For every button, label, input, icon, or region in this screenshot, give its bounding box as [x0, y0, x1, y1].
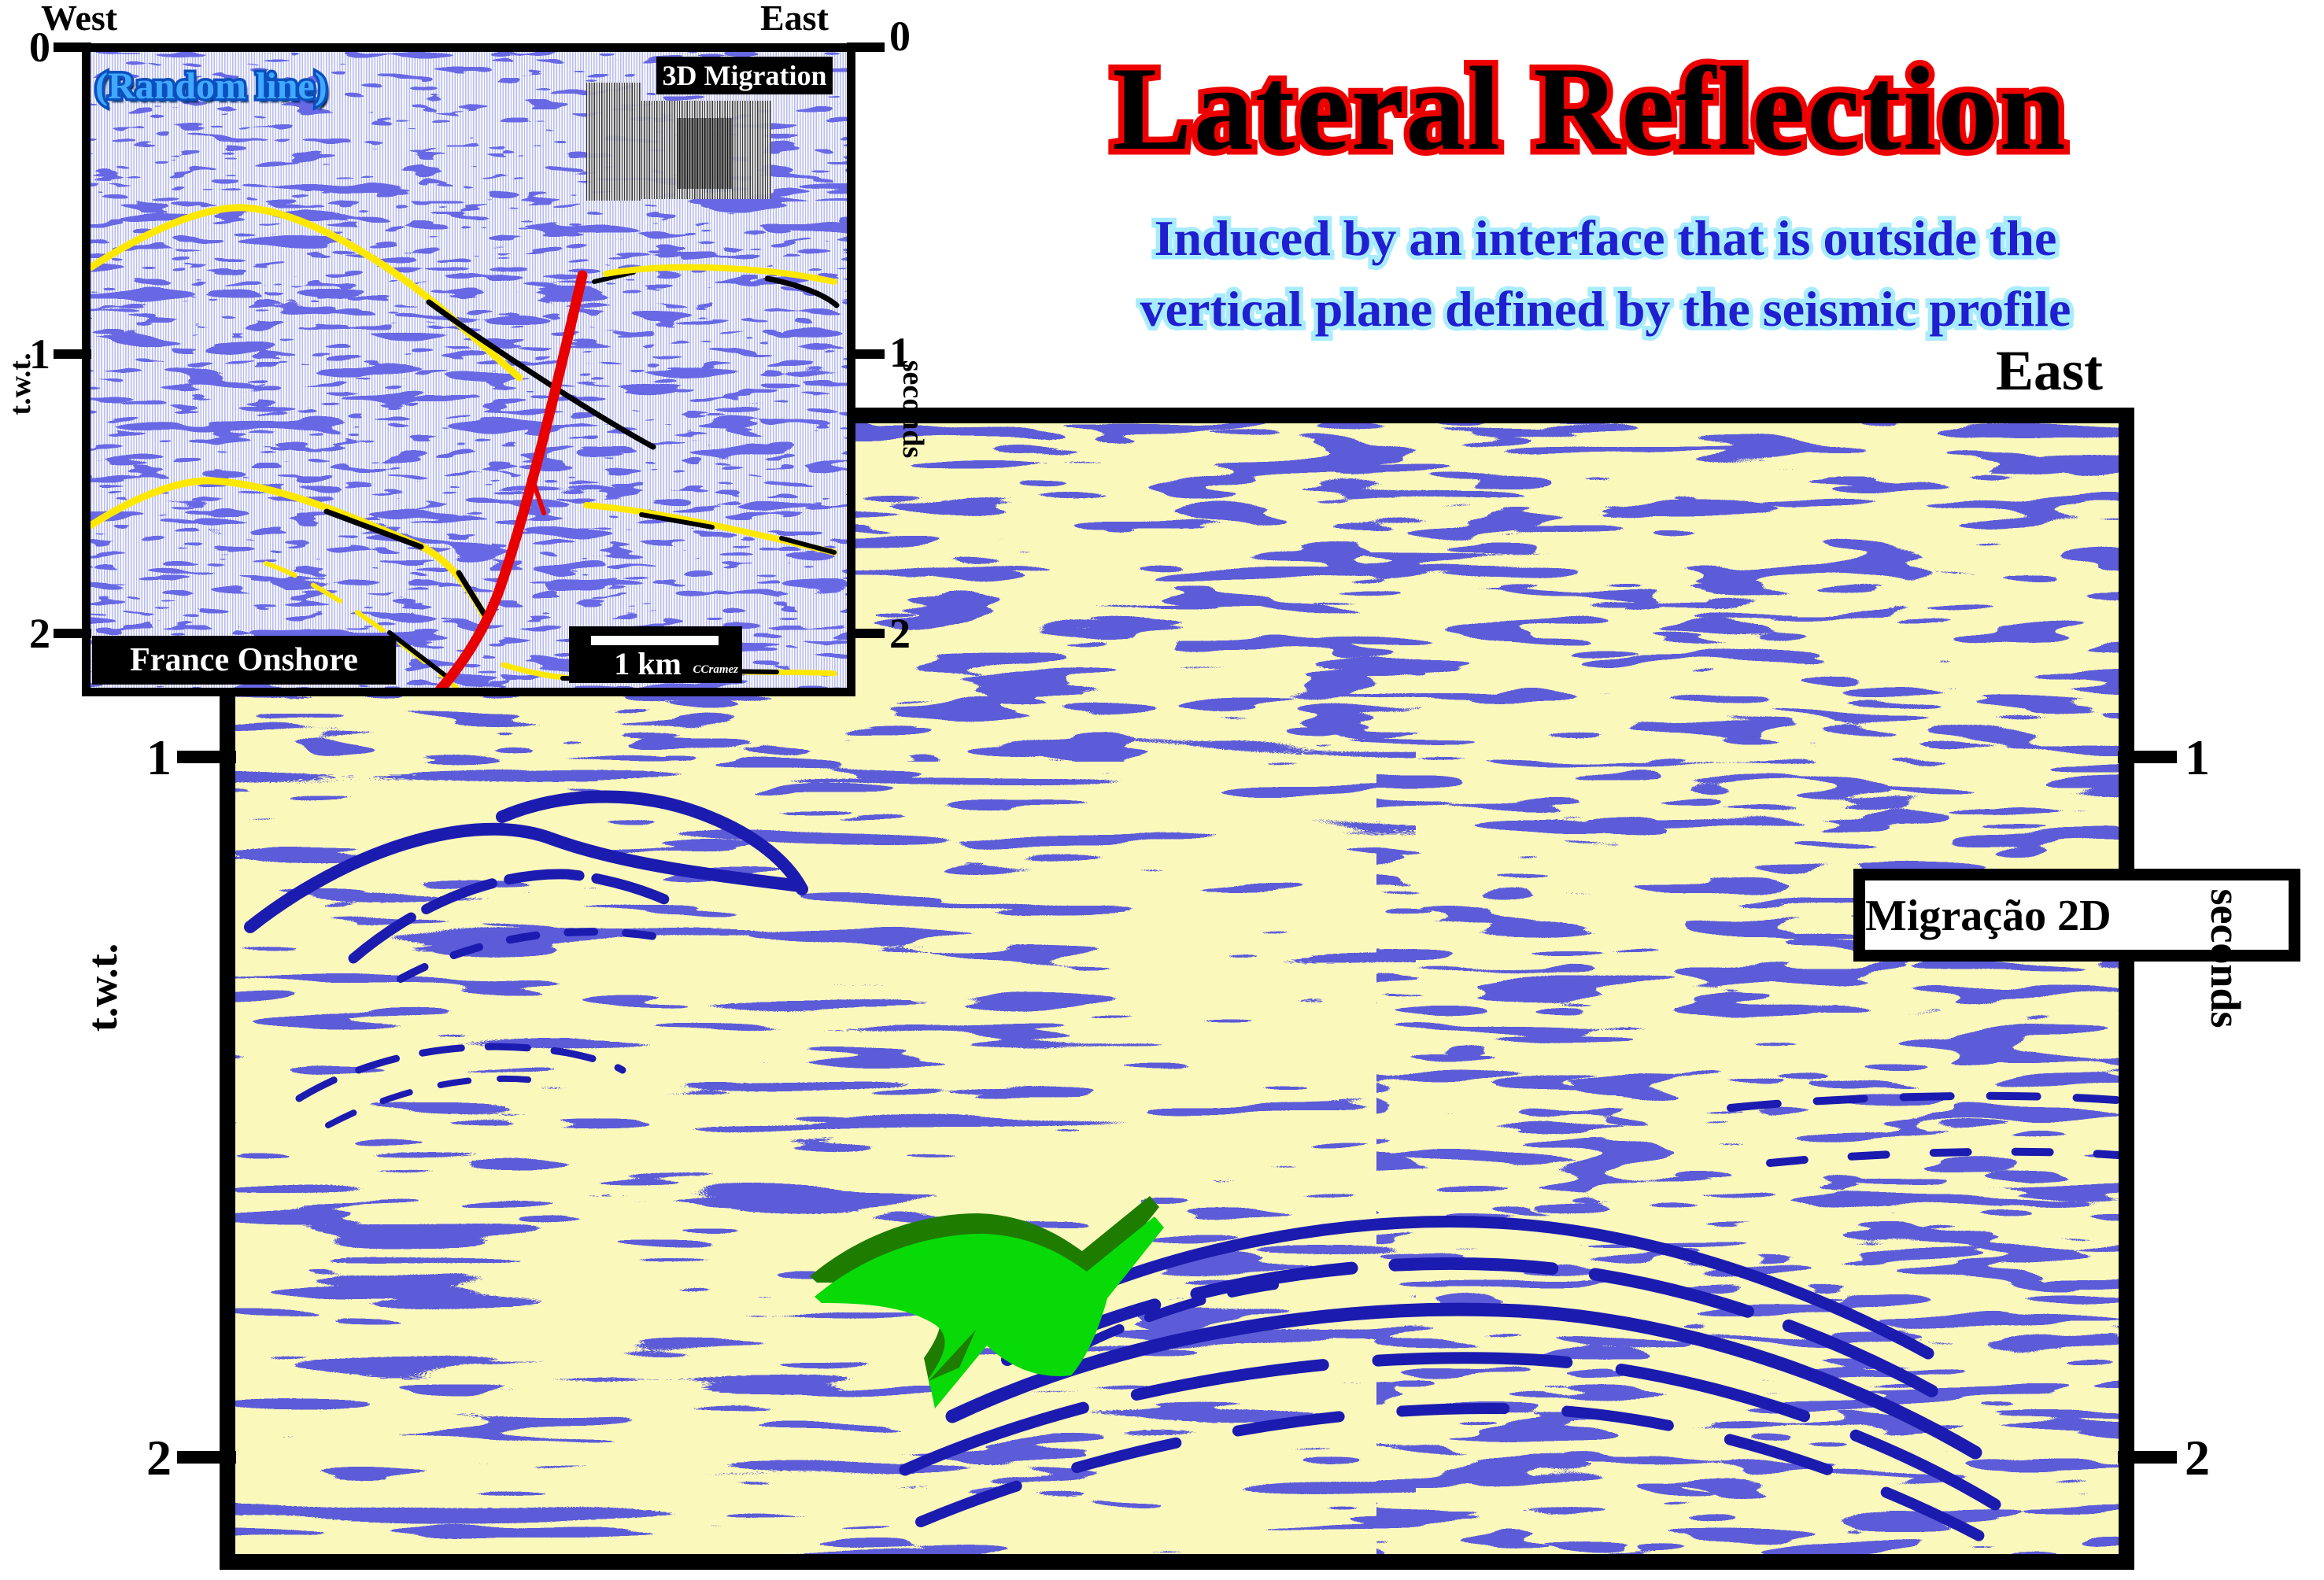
inset-twt-axis-label: t.w.t. [4, 353, 37, 415]
inset-right-tick-1 [847, 349, 885, 359]
inset-right-tick-label-1: 1 [889, 329, 911, 376]
inset-left-tick-2 [54, 629, 91, 638]
main-left-tick-1 [177, 751, 236, 763]
inset-east-label: East [760, 0, 829, 38]
main-seconds-axis-label: seconds [2202, 888, 2249, 1028]
lateral-reflection-arrow [810, 1196, 1164, 1408]
inset-right-tick-label-0: 0 [889, 13, 911, 60]
inset-left-tick-1 [54, 349, 91, 359]
inset-right-tick-2 [847, 629, 885, 638]
main-left-tick-label-1: 1 [146, 729, 172, 785]
inset-left-tick-label-2: 2 [29, 610, 50, 657]
inset-right-tick-label-2: 2 [889, 610, 911, 657]
main-east-label: East [1996, 339, 2104, 402]
migration-3d-label: 3D Migration [662, 60, 827, 91]
inset-location-label: France Onshore [130, 642, 358, 678]
fault-throw-arrow [503, 467, 546, 577]
migration-3d-badge: 3D Migration [656, 57, 833, 94]
inset-right-tick-0 [847, 42, 885, 52]
main-right-tick-label-2: 2 [2185, 1430, 2210, 1486]
main-left-tick-2 [177, 1451, 236, 1464]
main-twt-axis-label: t.w.t. [79, 943, 126, 1032]
fault-line [434, 270, 588, 688]
main-right-tick-2 [2118, 1451, 2177, 1464]
main-right-tick-label-1: 1 [2185, 729, 2210, 785]
seismic-texture-3d [91, 52, 847, 688]
inset-left-tick-label-1: 1 [29, 330, 50, 378]
inset-left-tick-0 [54, 42, 91, 52]
page-subtitle-text: Induced by an interface that is outside … [1140, 210, 2071, 337]
inset-west-label: West [41, 0, 118, 38]
data-gap-patch [586, 83, 641, 201]
page-subtitle: Induced by an interface that is outside … [1015, 203, 2196, 360]
page-title-text: Lateral Reflection [1112, 42, 2067, 175]
strong-reflections [244, 790, 2119, 1554]
main-right-tick-1 [2118, 751, 2177, 763]
main-left-tick-label-2: 2 [146, 1430, 172, 1486]
data-gap-patch [677, 118, 732, 189]
page-title: Lateral Reflection Lateral Reflection [1023, 30, 2156, 199]
inset-author-credit: CCramez [693, 663, 738, 676]
migration-2d-badge: Migração 2D [1853, 869, 2300, 962]
inset-seconds-axis-label: seconds [896, 360, 929, 459]
inset-location-badge: France Onshore [92, 636, 396, 685]
inset-seismic-panel: (Random line) (Random line) 3D Migration… [82, 43, 855, 696]
inset-left-tick-label-0: 0 [29, 24, 50, 71]
migration-2d-label: Migração 2D [1865, 892, 2112, 940]
inset-scale-box: 1 km CCramez [569, 626, 742, 683]
inset-scale-label: 1 km [614, 646, 682, 681]
inset-scale-bar [591, 636, 719, 645]
